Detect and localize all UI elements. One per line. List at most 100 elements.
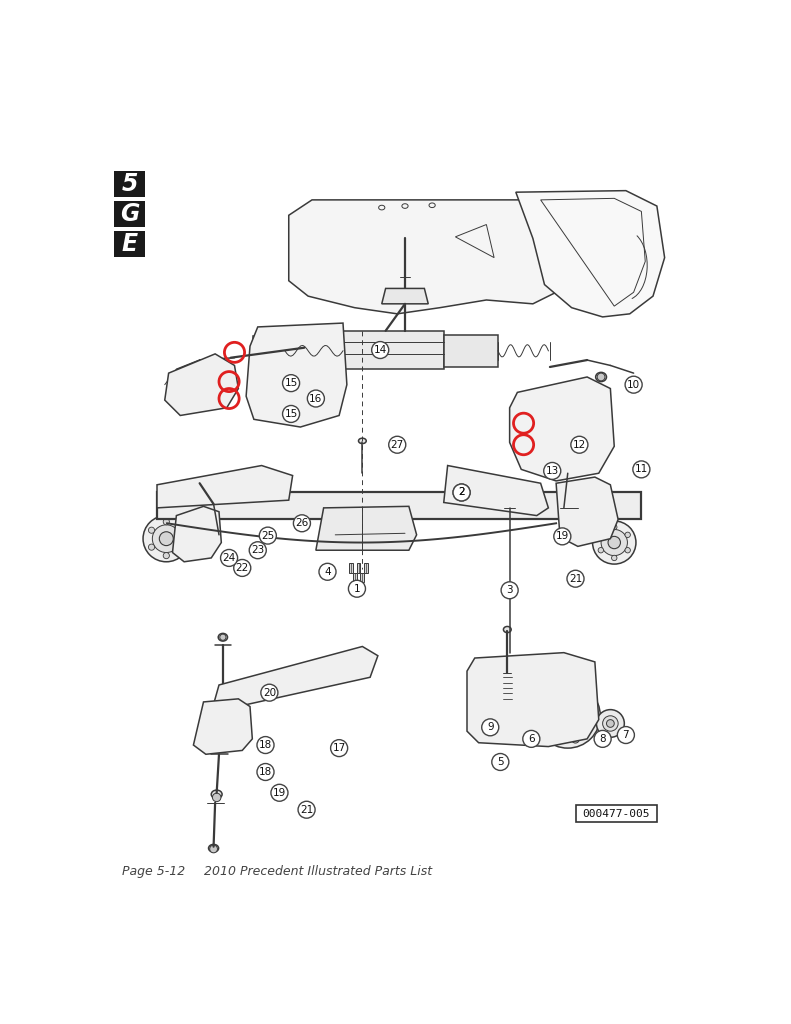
Circle shape <box>572 735 579 743</box>
Circle shape <box>178 544 184 550</box>
Circle shape <box>282 406 300 423</box>
Circle shape <box>282 375 300 391</box>
FancyBboxPatch shape <box>343 331 444 370</box>
Circle shape <box>372 342 388 358</box>
Ellipse shape <box>503 627 511 633</box>
Circle shape <box>143 515 190 562</box>
Text: Page 5-12: Page 5-12 <box>122 865 185 878</box>
Polygon shape <box>194 698 252 755</box>
Text: G: G <box>120 202 139 225</box>
Text: 2010 Precedent Illustrated Parts List: 2010 Precedent Illustrated Parts List <box>203 865 432 878</box>
Ellipse shape <box>396 270 414 283</box>
Circle shape <box>153 525 180 553</box>
Circle shape <box>589 712 596 720</box>
Text: 6: 6 <box>528 734 535 743</box>
Circle shape <box>565 213 570 218</box>
Text: 10: 10 <box>627 380 640 390</box>
Circle shape <box>633 461 650 478</box>
Text: 15: 15 <box>285 409 297 419</box>
Circle shape <box>482 719 499 736</box>
Text: 2: 2 <box>458 487 465 498</box>
Circle shape <box>163 519 169 525</box>
Circle shape <box>213 794 221 802</box>
Text: 21: 21 <box>569 573 582 584</box>
FancyBboxPatch shape <box>253 336 278 353</box>
Bar <box>365 563 368 572</box>
Circle shape <box>220 634 226 640</box>
Circle shape <box>572 688 579 696</box>
Circle shape <box>543 726 551 734</box>
Circle shape <box>261 684 278 701</box>
Text: 5: 5 <box>497 757 504 767</box>
Text: 19: 19 <box>273 787 286 798</box>
Circle shape <box>159 531 173 546</box>
Circle shape <box>453 484 470 501</box>
Bar <box>115 171 146 197</box>
Ellipse shape <box>211 791 222 799</box>
Polygon shape <box>157 466 293 508</box>
Bar <box>353 572 357 582</box>
Circle shape <box>601 529 627 556</box>
Polygon shape <box>172 506 221 562</box>
Text: 14: 14 <box>373 345 387 355</box>
Polygon shape <box>516 190 664 316</box>
Circle shape <box>348 581 365 597</box>
Polygon shape <box>289 200 564 313</box>
Polygon shape <box>456 224 494 258</box>
Circle shape <box>453 484 470 501</box>
Text: 5: 5 <box>122 172 138 196</box>
Text: 22: 22 <box>236 563 249 573</box>
Text: 13: 13 <box>546 466 559 476</box>
Circle shape <box>223 724 231 731</box>
Text: 11: 11 <box>634 464 648 474</box>
Circle shape <box>554 528 571 545</box>
Text: 9: 9 <box>487 722 494 732</box>
Ellipse shape <box>248 687 260 698</box>
Bar <box>361 572 365 582</box>
Circle shape <box>233 559 251 577</box>
Circle shape <box>558 706 577 726</box>
Ellipse shape <box>358 438 366 443</box>
Bar <box>353 582 357 591</box>
Circle shape <box>298 801 315 818</box>
Circle shape <box>259 527 276 544</box>
Text: 15: 15 <box>285 378 297 388</box>
Text: 3: 3 <box>506 586 513 595</box>
Ellipse shape <box>218 634 228 641</box>
Circle shape <box>149 544 154 550</box>
Polygon shape <box>444 466 548 515</box>
Circle shape <box>598 548 604 553</box>
Circle shape <box>625 548 630 553</box>
Circle shape <box>607 720 615 727</box>
FancyBboxPatch shape <box>444 335 498 367</box>
Circle shape <box>625 532 630 538</box>
Circle shape <box>308 390 324 407</box>
Text: 16: 16 <box>309 393 323 403</box>
Text: 8: 8 <box>600 734 606 743</box>
Circle shape <box>536 683 600 749</box>
Circle shape <box>598 532 604 538</box>
Circle shape <box>547 695 588 736</box>
Ellipse shape <box>209 845 218 852</box>
Circle shape <box>571 436 588 454</box>
Circle shape <box>178 527 184 534</box>
Polygon shape <box>509 377 615 481</box>
Bar <box>115 201 146 227</box>
Bar <box>576 805 657 822</box>
Circle shape <box>523 730 539 748</box>
Bar <box>115 230 146 257</box>
Polygon shape <box>246 324 347 427</box>
Text: E: E <box>122 231 138 256</box>
Circle shape <box>149 527 154 534</box>
Circle shape <box>331 739 348 757</box>
Circle shape <box>554 203 558 208</box>
Text: 26: 26 <box>295 518 308 528</box>
Circle shape <box>625 376 642 393</box>
Polygon shape <box>157 493 642 519</box>
Text: 4: 4 <box>324 567 331 577</box>
Polygon shape <box>467 652 599 746</box>
Circle shape <box>257 764 274 780</box>
Circle shape <box>249 542 267 559</box>
Text: 18: 18 <box>259 767 272 777</box>
Circle shape <box>492 754 509 770</box>
